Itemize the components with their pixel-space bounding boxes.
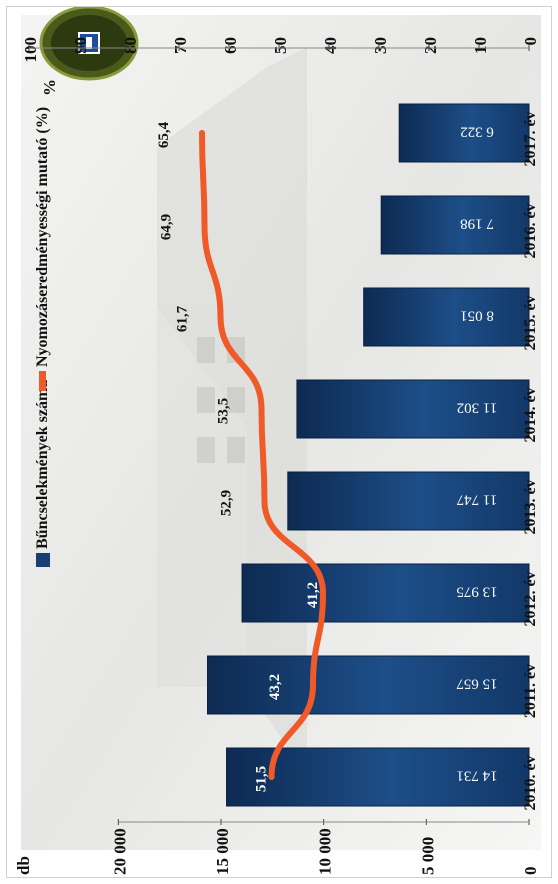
axes-layer: 0 5 000 10 000 15 000 20 000 db 0 10 20 30 40 50 60 7…	[14, 37, 540, 875]
bar	[363, 287, 530, 347]
line-value-label: 41,2	[305, 582, 321, 608]
line-value-label: 65,4	[156, 121, 172, 148]
labels-layer: 14 731 2010. év 15 657 2011. év 13 975 2012. …	[156, 111, 539, 810]
bar-value-label: 15 657	[456, 676, 498, 692]
line-value-label: 61,7	[175, 305, 191, 332]
line-point	[310, 682, 316, 688]
right-axis-tick-label: 10	[471, 37, 490, 54]
line-value-label: 43,2	[267, 674, 283, 700]
right-axis-tick-label: 70	[171, 37, 190, 54]
category-label: 2017. év	[522, 111, 539, 166]
right-axis-tick-label: 0	[521, 37, 540, 46]
left-axis-tick-label: 0	[521, 867, 540, 876]
right-axis-tick-label: 50	[271, 37, 290, 54]
category-label: 2014. év	[522, 387, 539, 442]
right-axis-tick-label: 90	[71, 37, 90, 54]
legend-swatch-bars	[36, 553, 50, 567]
line-point	[320, 590, 326, 596]
legend-swatch-line	[39, 371, 46, 391]
line-layer	[199, 130, 327, 780]
left-axis-tick-label: 15 000	[213, 828, 232, 875]
bar	[398, 103, 530, 163]
category-label: 2016. év	[522, 203, 539, 258]
series-line	[199, 130, 327, 780]
bar-value-label: 6 322	[460, 124, 494, 140]
chart-frame: 0 5 000 10 000 15 000 20 000 db 0 10 20 30 40 50 60 7…	[6, 6, 552, 878]
line-value-label: 52,9	[219, 490, 235, 516]
bar	[287, 471, 530, 531]
line-point	[199, 130, 205, 136]
bar-value-label: 11 747	[456, 492, 497, 508]
line-point	[201, 222, 208, 228]
line-point	[268, 774, 275, 780]
left-axis-tick-label: 5 000	[418, 837, 437, 875]
bar-value-label: 8 051	[460, 308, 494, 324]
category-label: 2010. év	[522, 755, 539, 810]
bars-layer	[207, 103, 530, 807]
legend: Bűncselekmények száma Nyomozáseredményess…	[34, 107, 51, 567]
right-axis-tick-label: 60	[221, 37, 240, 54]
bar-value-label: 11 302	[457, 400, 498, 416]
left-axis-unit: db	[14, 856, 33, 875]
right-axis-unit: %	[40, 79, 59, 96]
right-axis-tick-label: 30	[371, 37, 390, 54]
legend-label-line: Nyomozáseredményességi mutató (%)	[34, 107, 51, 367]
line-value-label: 53,5	[216, 398, 232, 424]
bar-value-label: 7 198	[460, 216, 494, 232]
line-value-label: 51,5	[254, 766, 270, 792]
bar	[207, 655, 530, 715]
bar	[241, 563, 530, 623]
bar-value-label: 14 731	[456, 768, 497, 784]
category-label: 2012. év	[522, 571, 539, 626]
right-axis-tick-label: 20	[421, 37, 440, 54]
category-label: 2013. év	[522, 479, 539, 534]
line-point	[258, 406, 265, 412]
chart-svg: 0 5 000 10 000 15 000 20 000 db 0 10 20 30 40 50 60 7…	[14, 7, 541, 875]
line-point	[261, 498, 268, 504]
bar	[296, 379, 530, 439]
category-label: 2015. év	[522, 295, 539, 350]
left-axis-tick-label: 10 000	[316, 828, 335, 875]
right-axis-tick-label: 40	[321, 37, 340, 54]
right-axis-tick-label: 100	[21, 37, 40, 63]
right-axis-tick-label: 80	[121, 37, 140, 54]
left-axis-tick-label: 20 000	[110, 828, 129, 875]
line-value-label: 64,9	[159, 214, 175, 240]
bar-value-label: 13 975	[456, 584, 497, 600]
category-label: 2011. év	[522, 664, 539, 718]
legend-group: Bűncselekmények száma Nyomozáseredményess…	[34, 107, 51, 567]
line-point	[217, 314, 224, 320]
legend-label-bars: Bűncselekmények száma	[34, 380, 51, 549]
bar	[380, 195, 530, 255]
